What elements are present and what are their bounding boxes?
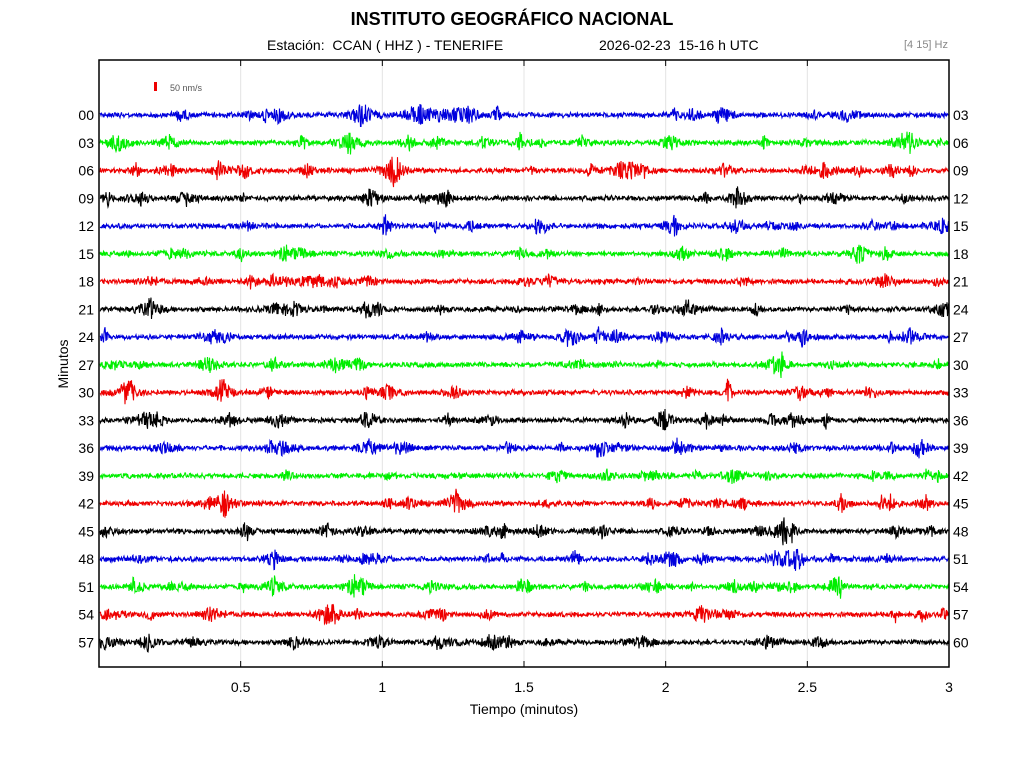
trace-line [99, 103, 949, 128]
left-row-label: 00 [78, 107, 94, 123]
left-row-label: 33 [78, 412, 94, 428]
right-row-label: 51 [953, 551, 969, 567]
grid-lines [240, 60, 808, 667]
date-text: 2026-02-23 [599, 37, 671, 53]
trace-line [99, 326, 949, 348]
right-row-label: 12 [953, 190, 969, 206]
left-row-label: 18 [78, 274, 94, 290]
trace-line [99, 574, 950, 599]
station-label: Estación: [267, 37, 325, 53]
x-tick-label: 1.5 [514, 679, 534, 695]
x-tick-label: 3 [945, 679, 953, 695]
trace-line [99, 468, 949, 485]
x-axis-ticks: 0.5 1 1.5 2 2.5 3 [231, 60, 953, 695]
right-row-label: 27 [953, 329, 969, 345]
right-axis-labels: 03 06 09 12 15 18 21 24 27 30 33 36 39 42 45 48 51 54 57 60 [953, 107, 969, 650]
trace-line [99, 272, 950, 290]
date-line: 2026-02-23 15-16 h UTC [599, 37, 759, 53]
trace-line [99, 214, 950, 237]
right-row-label: 03 [953, 107, 969, 123]
trace-line [99, 488, 950, 518]
right-row-label: 57 [953, 607, 969, 623]
right-row-label: 42 [953, 468, 969, 484]
left-row-label: 54 [78, 607, 94, 623]
right-row-label: 33 [953, 385, 969, 401]
trace-line [99, 408, 949, 431]
left-row-label: 42 [78, 496, 94, 512]
right-row-label: 21 [953, 274, 969, 290]
left-row-label: 21 [78, 301, 94, 317]
right-row-label: 09 [953, 163, 969, 179]
left-row-label: 39 [78, 468, 94, 484]
left-row-label: 24 [78, 329, 94, 345]
left-row-label: 06 [78, 163, 94, 179]
x-axis-label: Tiempo (minutos) [470, 701, 578, 717]
left-row-label: 30 [78, 385, 94, 401]
trace-line [99, 603, 950, 626]
x-tick-label: 2 [662, 679, 670, 695]
y-axis-label: Minutos [55, 339, 71, 388]
right-row-label: 06 [953, 135, 969, 151]
station-name: CCAN ( HHZ ) - TENERIFE [332, 37, 504, 53]
trace-line [99, 297, 950, 320]
left-row-label: 36 [78, 440, 94, 456]
x-tick-label: 1 [378, 679, 386, 695]
trace-line [99, 186, 950, 209]
trace-line [99, 131, 950, 155]
chart-title: INSTITUTO GEOGRÁFICO NACIONAL [350, 9, 674, 29]
x-tick-label: 2.5 [798, 679, 818, 695]
left-row-label: 27 [78, 357, 94, 373]
right-row-label: 18 [953, 246, 969, 262]
station-line: Estación: CCAN ( HHZ ) - TENERIFE [267, 37, 503, 53]
trace-line [99, 378, 950, 405]
hour-range: 15-16 h UTC [678, 37, 759, 53]
scale-label: 50 nm/s [170, 83, 203, 93]
trace-line [99, 517, 949, 546]
right-row-label: 45 [953, 496, 969, 512]
trace-line [99, 156, 950, 188]
right-row-label: 15 [953, 218, 969, 234]
trace-line [99, 548, 950, 571]
left-row-label: 48 [78, 551, 94, 567]
trace-line [99, 437, 950, 459]
x-tick-label: 0.5 [231, 679, 251, 695]
trace-line [99, 244, 949, 264]
left-row-label: 12 [78, 218, 94, 234]
left-row-label: 03 [78, 135, 94, 151]
left-row-label: 09 [78, 190, 94, 206]
scale-bar [154, 82, 157, 91]
left-axis-labels: 00 03 06 09 12 15 18 21 24 27 30 33 36 39 42 45 48 51 54 57 [78, 107, 94, 650]
left-row-label: 57 [78, 634, 94, 650]
right-row-label: 48 [953, 523, 969, 539]
right-row-label: 39 [953, 440, 969, 456]
traces [99, 103, 950, 653]
right-row-label: 36 [953, 412, 969, 428]
left-row-label: 51 [78, 579, 94, 595]
trace-line [99, 633, 950, 653]
right-row-label: 24 [953, 301, 969, 317]
frequency-band: [4 15] Hz [903, 39, 948, 51]
trace-line [99, 351, 949, 379]
right-row-label: 30 [953, 357, 969, 373]
left-row-label: 15 [78, 246, 94, 262]
right-row-label: 54 [953, 579, 969, 595]
left-row-label: 45 [78, 523, 94, 539]
right-row-label: 60 [953, 634, 969, 650]
